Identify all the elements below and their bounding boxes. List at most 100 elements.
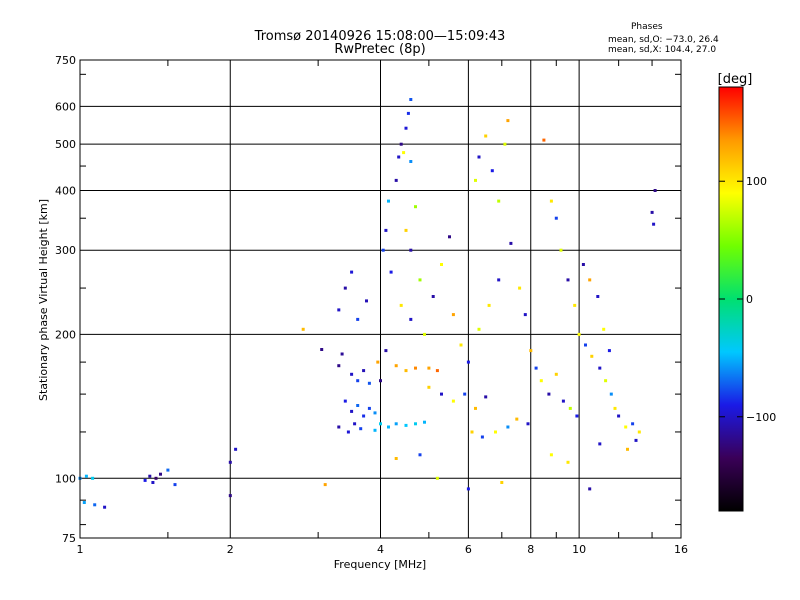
data-point	[598, 366, 602, 370]
data-point	[379, 379, 382, 383]
y-tick-label: 75	[62, 532, 76, 545]
data-point	[451, 313, 455, 317]
data-point	[466, 487, 470, 491]
data-point	[373, 411, 377, 415]
data-point	[343, 399, 347, 403]
data-point	[518, 286, 522, 290]
y-tick-label: 300	[55, 244, 76, 257]
phases-title: Phases	[631, 22, 663, 32]
data-point	[650, 210, 654, 214]
y-axis-label: Stationary phase Virtual Height [km]	[37, 199, 50, 401]
data-point	[559, 248, 563, 252]
data-point	[404, 126, 408, 130]
data-point	[547, 392, 551, 396]
data-point	[554, 372, 558, 376]
data-point	[384, 228, 388, 232]
data-point	[143, 478, 147, 482]
data-point	[470, 430, 474, 434]
data-point	[584, 343, 587, 347]
x-tick-label: 6	[465, 543, 472, 556]
data-point	[340, 352, 344, 356]
data-point	[402, 151, 406, 155]
data-point	[487, 303, 491, 307]
data-point	[607, 349, 611, 353]
data-point	[406, 111, 410, 115]
data-point	[588, 278, 592, 282]
y-tick-label: 750	[55, 54, 76, 67]
data-point	[159, 472, 162, 476]
data-point	[561, 399, 565, 403]
data-point	[617, 414, 621, 418]
data-point	[626, 447, 629, 451]
data-point	[397, 155, 401, 159]
data-point	[148, 474, 152, 478]
data-point	[394, 422, 398, 426]
data-point	[409, 98, 413, 101]
data-point	[337, 364, 341, 368]
chart-subtitle: RwPretec (8p)	[334, 42, 426, 57]
data-point	[539, 379, 543, 383]
data-point	[356, 404, 360, 407]
data-point	[384, 349, 388, 353]
data-point	[526, 422, 530, 426]
data-point	[480, 435, 484, 439]
data-point	[431, 295, 435, 298]
data-point	[414, 422, 417, 426]
data-point	[653, 189, 657, 192]
y-axis-ticks: 75 100 200 300 400 500 600 750	[55, 54, 681, 545]
x-tick-label: 4	[377, 543, 384, 556]
y-tick-label: 200	[55, 328, 76, 341]
data-point	[515, 417, 519, 421]
data-point	[320, 348, 324, 351]
data-point	[598, 442, 602, 446]
data-point	[529, 349, 533, 353]
chart-title: Tromsø 20140926 15:08:00—15:09:43	[254, 29, 506, 44]
data-point	[414, 205, 417, 209]
data-point	[404, 423, 408, 427]
data-point	[151, 481, 155, 484]
data-point	[549, 199, 553, 203]
data-point	[404, 369, 408, 373]
data-point	[365, 299, 368, 303]
data-point	[356, 317, 360, 321]
data-point	[367, 406, 371, 410]
data-point	[379, 422, 382, 426]
colorbar-ticks: 100 0 −100	[719, 175, 776, 424]
data-point	[362, 369, 366, 373]
data-point	[427, 366, 431, 370]
data-point	[506, 119, 510, 123]
colorbar-tick-label: 0	[746, 293, 753, 306]
data-point	[376, 360, 380, 364]
data-point	[228, 460, 232, 464]
data-point	[440, 263, 443, 266]
data-point	[234, 447, 238, 451]
data-point	[554, 216, 558, 220]
x-axis-label: Frequency [MHz]	[334, 558, 426, 571]
data-point	[337, 425, 341, 429]
data-point	[500, 481, 504, 484]
data-point	[82, 501, 86, 504]
data-point	[387, 199, 390, 203]
data-point	[418, 453, 422, 457]
data-point	[477, 155, 481, 159]
data-point	[566, 460, 570, 464]
x-tick-label: 2	[227, 543, 234, 556]
data-point	[506, 425, 510, 429]
data-point	[534, 366, 538, 370]
data-point	[568, 406, 572, 410]
data-point	[356, 379, 360, 383]
data-point	[337, 308, 341, 312]
data-point	[503, 142, 507, 146]
y-tick-label: 100	[55, 472, 76, 485]
data-point	[549, 453, 553, 457]
data-point	[350, 270, 354, 274]
data-point	[466, 360, 470, 364]
data-point	[409, 317, 413, 321]
data-point	[609, 392, 613, 396]
data-point	[381, 248, 385, 252]
data-point	[93, 503, 97, 507]
y-tick-label: 500	[55, 138, 76, 151]
data-point	[359, 427, 363, 431]
data-point	[399, 303, 403, 307]
